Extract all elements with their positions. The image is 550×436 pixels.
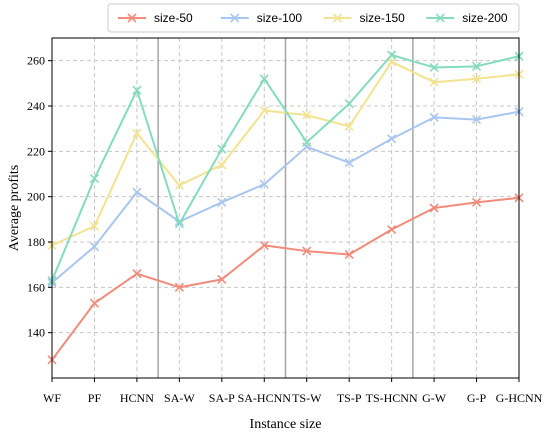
data-point-marker: [344, 249, 354, 260]
data-point-marker: [344, 158, 354, 168]
series-line: [51, 196, 520, 361]
data-point-marker: [89, 221, 100, 231]
data-point-marker: [471, 74, 482, 84]
series-size-150: [47, 57, 524, 250]
data-point-marker: [302, 246, 312, 256]
series-line: [51, 54, 520, 281]
legend-item-size-150: size-150: [323, 11, 406, 25]
data-point-marker: [429, 112, 439, 122]
data-point-marker: [344, 121, 354, 131]
data-point-marker: [89, 241, 100, 252]
data-point-marker: [429, 62, 439, 73]
data-point-marker: [387, 134, 397, 144]
legend-label: size-150: [360, 11, 406, 25]
data-point-marker: [302, 110, 312, 120]
data-point-marker: [302, 137, 312, 147]
data-point-marker: [259, 179, 269, 189]
legend-box: [107, 3, 520, 33]
legend-item-size-100: size-100: [220, 11, 303, 25]
y-ticks: 140 160 180 200 220 240 260: [27, 54, 52, 340]
y-tick-label: 180: [27, 235, 45, 249]
data-point-marker: [217, 274, 227, 284]
data-point-marker: [132, 269, 142, 279]
legend-swatch-marker: [230, 13, 240, 23]
data-point-marker: [471, 197, 482, 207]
y-tick-label: 260: [27, 54, 45, 68]
data-point-marker: [429, 203, 439, 213]
x-tick-label: G-HCNN: [496, 391, 543, 405]
data-point-marker: [132, 85, 142, 95]
x-tick-label: G-W: [422, 391, 447, 405]
data-point-marker: [217, 197, 227, 207]
y-tick-label: 160: [27, 280, 45, 294]
legend-label: size-50: [154, 11, 193, 25]
data-point-marker: [217, 160, 227, 170]
y-axis-title: Average profits: [7, 165, 22, 251]
legend-swatch-marker: [332, 13, 343, 23]
y-tick-label: 220: [27, 144, 45, 158]
x-tick-label: TS-W: [292, 391, 322, 405]
data-point-marker: [387, 50, 397, 60]
x-ticks: WF PF HCNN SA-W SA-P SA-HCNN TS-W TS-P TS-HCNN G-…: [43, 378, 543, 405]
x-tick-label: SA-HCNN: [238, 391, 292, 405]
x-axis-title: Instance size: [250, 417, 322, 432]
legend-label: size-200: [462, 11, 508, 25]
data-point-marker: [174, 282, 184, 292]
legend-swatch-marker: [127, 13, 137, 23]
series-line: [51, 60, 520, 247]
x-tick-label: SA-P: [209, 391, 235, 405]
data-point-marker: [174, 180, 184, 190]
data-point-marker: [132, 187, 142, 197]
data-point-marker: [259, 105, 269, 116]
x-tick-label: WF: [43, 391, 61, 405]
data-point-marker: [89, 298, 100, 308]
legend: size-50 size-100 size-150 size-200: [107, 3, 520, 33]
data-point-marker: [387, 224, 397, 235]
data-point-marker: [259, 240, 269, 250]
legend-item-size-50: size-50: [118, 11, 193, 25]
data-point-marker: [174, 219, 184, 229]
x-tick-label: PF: [88, 391, 102, 405]
legend-item-size-200: size-200: [426, 11, 508, 25]
y-tick-label: 200: [27, 190, 45, 204]
x-tick-label: HCNN: [120, 391, 154, 405]
y-tick-label: 140: [27, 326, 45, 340]
data-point-marker: [471, 115, 482, 125]
data-point-marker: [429, 77, 439, 87]
x-tick-label: TS-HCNN: [366, 391, 418, 405]
data-point-marker: [217, 144, 227, 154]
data-point-marker: [89, 173, 100, 184]
y-tick-label: 240: [27, 99, 45, 113]
data-point-marker: [471, 61, 482, 71]
x-tick-label: G-P: [467, 391, 487, 405]
data-point-marker: [132, 128, 142, 138]
legend-swatch-marker: [435, 13, 445, 23]
data-point-marker: [344, 99, 354, 109]
x-tick-label: TS-P: [337, 391, 362, 405]
plot-frame: [51, 37, 520, 379]
x-tick-label: SA-W: [164, 391, 195, 405]
data-point-marker: [259, 74, 269, 84]
series-line: [51, 110, 520, 284]
legend-label: size-100: [257, 11, 303, 25]
series-size-50: [47, 193, 524, 365]
